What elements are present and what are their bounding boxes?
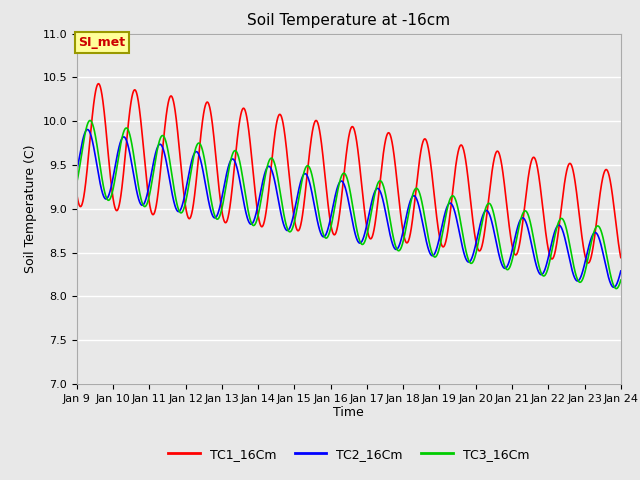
TC3_16Cm [282, 220, 289, 226]
TC3_16Cm [73, 180, 81, 185]
TC3_16Cm [617, 277, 625, 283]
X-axis label: Time: Time [333, 407, 364, 420]
TC2_16Cm [610, 284, 618, 290]
TC2_16Cm [282, 226, 289, 232]
TC1_16Cm [607, 179, 614, 185]
Line: TC3_16Cm: TC3_16Cm [77, 120, 621, 288]
TC2_16Cm [548, 240, 556, 246]
TC1_16Cm [135, 103, 143, 109]
TC1_16Cm [548, 256, 556, 262]
TC2_16Cm [617, 268, 625, 274]
TC3_16Cm [135, 186, 143, 192]
TC2_16Cm [168, 187, 175, 192]
TC3_16Cm [305, 164, 313, 170]
TC3_16Cm [86, 118, 94, 123]
TC3_16Cm [607, 271, 614, 277]
Text: SI_met: SI_met [79, 36, 125, 49]
Line: TC1_16Cm: TC1_16Cm [77, 84, 621, 263]
Legend: TC1_16Cm, TC2_16Cm, TC3_16Cm: TC1_16Cm, TC2_16Cm, TC3_16Cm [163, 443, 534, 466]
TC2_16Cm [84, 127, 92, 132]
TC1_16Cm [282, 138, 289, 144]
TC2_16Cm [135, 197, 143, 203]
TC1_16Cm [305, 153, 313, 159]
TC3_16Cm [548, 249, 556, 254]
TC1_16Cm [73, 191, 81, 197]
Y-axis label: Soil Temperature (C): Soil Temperature (C) [24, 144, 37, 273]
TC1_16Cm [617, 255, 625, 261]
TC3_16Cm [612, 286, 620, 291]
TC1_16Cm [168, 93, 175, 99]
TC2_16Cm [607, 280, 614, 286]
Line: TC2_16Cm: TC2_16Cm [77, 130, 621, 287]
TC3_16Cm [168, 168, 175, 174]
TC2_16Cm [73, 168, 81, 174]
TC1_16Cm [584, 260, 592, 266]
TC1_16Cm [95, 81, 102, 86]
Title: Soil Temperature at -16cm: Soil Temperature at -16cm [247, 13, 451, 28]
TC2_16Cm [305, 178, 313, 184]
